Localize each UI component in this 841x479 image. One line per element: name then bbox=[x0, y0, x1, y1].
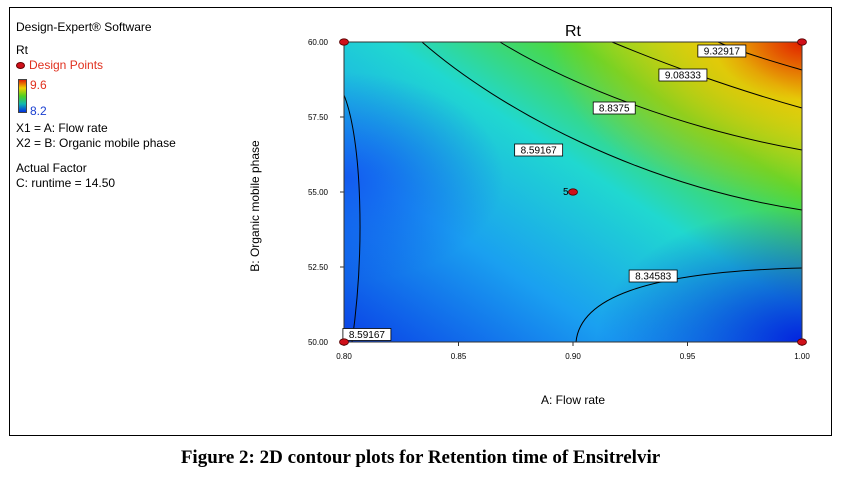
colorbar-max-label: 9.6 bbox=[30, 78, 47, 92]
contour-label-box bbox=[514, 143, 564, 157]
y-axis-label: B: Organic mobile phase bbox=[248, 140, 262, 272]
x-tick-label: 0.80 bbox=[336, 352, 352, 361]
x-axis-label: A: Flow rate bbox=[541, 393, 605, 407]
contour-label-box bbox=[697, 44, 747, 58]
y-tick-label: 60.00 bbox=[308, 38, 329, 47]
design-point bbox=[339, 338, 349, 346]
figure-caption: Figure 2: 2D contour plots for Retention… bbox=[180, 447, 661, 468]
colorbar bbox=[18, 79, 27, 113]
contour-label-box bbox=[628, 269, 678, 283]
actual-factor-heading: Actual Factor bbox=[16, 161, 87, 175]
x-tick-label: 0.90 bbox=[565, 352, 581, 361]
software-label: Design-Expert® Software bbox=[16, 20, 152, 34]
design-point bbox=[797, 38, 807, 46]
contour-line-left-8-59167 bbox=[343, 94, 361, 343]
y-tick-label: 55.00 bbox=[308, 188, 329, 197]
response-label: Rt bbox=[16, 43, 28, 57]
contour-label-box bbox=[342, 328, 392, 341]
y-tick-label: 52.50 bbox=[308, 263, 329, 272]
contour-label: 8.34583 bbox=[635, 272, 672, 283]
contour-label: 9.08333 bbox=[665, 71, 702, 82]
contour-label: 8.59167 bbox=[521, 146, 558, 157]
y-axis-ticks: 50.00 52.50 55.00 57.50 60.00 bbox=[308, 38, 344, 347]
design-point bbox=[568, 188, 578, 196]
contour-label: 8.8375 bbox=[599, 104, 630, 115]
design-points-label: Design Points bbox=[29, 58, 104, 72]
contour-label: 9.32917 bbox=[704, 47, 741, 58]
side-panel: Design-Expert® Software Rt Design Points… bbox=[16, 20, 176, 191]
y-tick-label: 50.00 bbox=[308, 338, 329, 347]
contour-label-box bbox=[658, 68, 708, 82]
actual-factor-value: C: runtime = 14.50 bbox=[16, 176, 116, 190]
design-points-legend: Design Points bbox=[16, 58, 176, 73]
y-tick-label: 57.50 bbox=[308, 113, 329, 122]
design-point bbox=[797, 338, 807, 346]
design-point-icon bbox=[16, 62, 25, 69]
factor-x2: X2 = B: Organic mobile phase bbox=[16, 136, 176, 150]
chart-title: Rt bbox=[565, 23, 582, 40]
design-point bbox=[339, 38, 349, 46]
design-point-label: 5 bbox=[563, 187, 569, 198]
factor-x1: X1 = A: Flow rate bbox=[16, 121, 108, 135]
x-axis-ticks: 0.80 0.85 0.90 0.95 1.00 bbox=[336, 342, 810, 361]
contour-line-8-59167 bbox=[421, 41, 803, 211]
colorbar-min-label: 8.2 bbox=[30, 104, 47, 118]
x-tick-label: 0.95 bbox=[680, 352, 696, 361]
x-tick-label: 0.85 bbox=[451, 352, 467, 361]
x-tick-label: 1.00 bbox=[794, 352, 810, 361]
contour-label: 8.59167 bbox=[349, 330, 386, 341]
design-points: 5 bbox=[339, 38, 807, 346]
contour-labels: 9.32917 9.08333 8.8375 8.59167 8.34583 8.5916… bbox=[342, 44, 747, 341]
contour-line-8-34583 bbox=[575, 267, 803, 343]
contour-label-box bbox=[592, 101, 636, 115]
